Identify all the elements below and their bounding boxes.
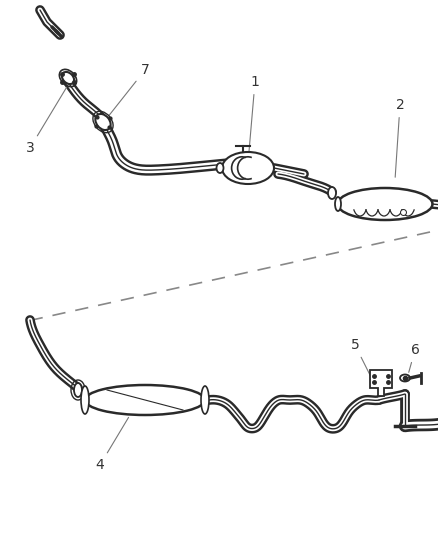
Ellipse shape [337, 188, 431, 220]
Ellipse shape [201, 386, 208, 414]
Text: 7: 7 [109, 63, 149, 116]
Ellipse shape [327, 187, 335, 199]
Ellipse shape [81, 386, 89, 414]
Text: 6: 6 [408, 343, 418, 373]
Text: 1: 1 [247, 75, 259, 160]
Text: 3: 3 [25, 87, 67, 155]
Ellipse shape [334, 197, 340, 211]
Text: 5: 5 [350, 338, 373, 383]
Ellipse shape [222, 152, 273, 184]
Ellipse shape [62, 72, 74, 84]
Ellipse shape [399, 375, 409, 382]
Text: 2: 2 [394, 98, 403, 177]
Ellipse shape [95, 114, 110, 130]
Text: 4: 4 [95, 417, 128, 472]
Ellipse shape [74, 383, 82, 397]
Ellipse shape [85, 385, 205, 415]
Polygon shape [369, 370, 391, 396]
Ellipse shape [216, 163, 223, 173]
